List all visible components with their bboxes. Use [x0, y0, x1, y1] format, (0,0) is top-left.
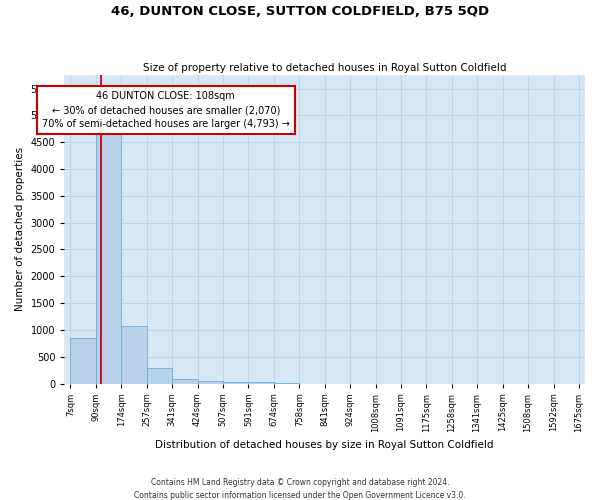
Bar — [96, 88, 121, 384]
Bar — [248, 382, 274, 384]
Text: 46 DUNTON CLOSE: 108sqm
← 30% of detached houses are smaller (2,070)
70% of semi: 46 DUNTON CLOSE: 108sqm ← 30% of detache… — [42, 92, 290, 130]
Bar — [121, 326, 146, 384]
Bar — [70, 338, 96, 384]
Bar — [146, 368, 172, 384]
Bar — [223, 382, 248, 384]
Bar — [197, 381, 223, 384]
Text: Contains HM Land Registry data © Crown copyright and database right 2024.
Contai: Contains HM Land Registry data © Crown c… — [134, 478, 466, 500]
Bar — [172, 379, 197, 384]
Y-axis label: Number of detached properties: Number of detached properties — [15, 148, 25, 312]
Title: Size of property relative to detached houses in Royal Sutton Coldfield: Size of property relative to detached ho… — [143, 63, 506, 73]
Text: 46, DUNTON CLOSE, SUTTON COLDFIELD, B75 5QD: 46, DUNTON CLOSE, SUTTON COLDFIELD, B75 … — [111, 5, 489, 18]
X-axis label: Distribution of detached houses by size in Royal Sutton Coldfield: Distribution of detached houses by size … — [155, 440, 494, 450]
